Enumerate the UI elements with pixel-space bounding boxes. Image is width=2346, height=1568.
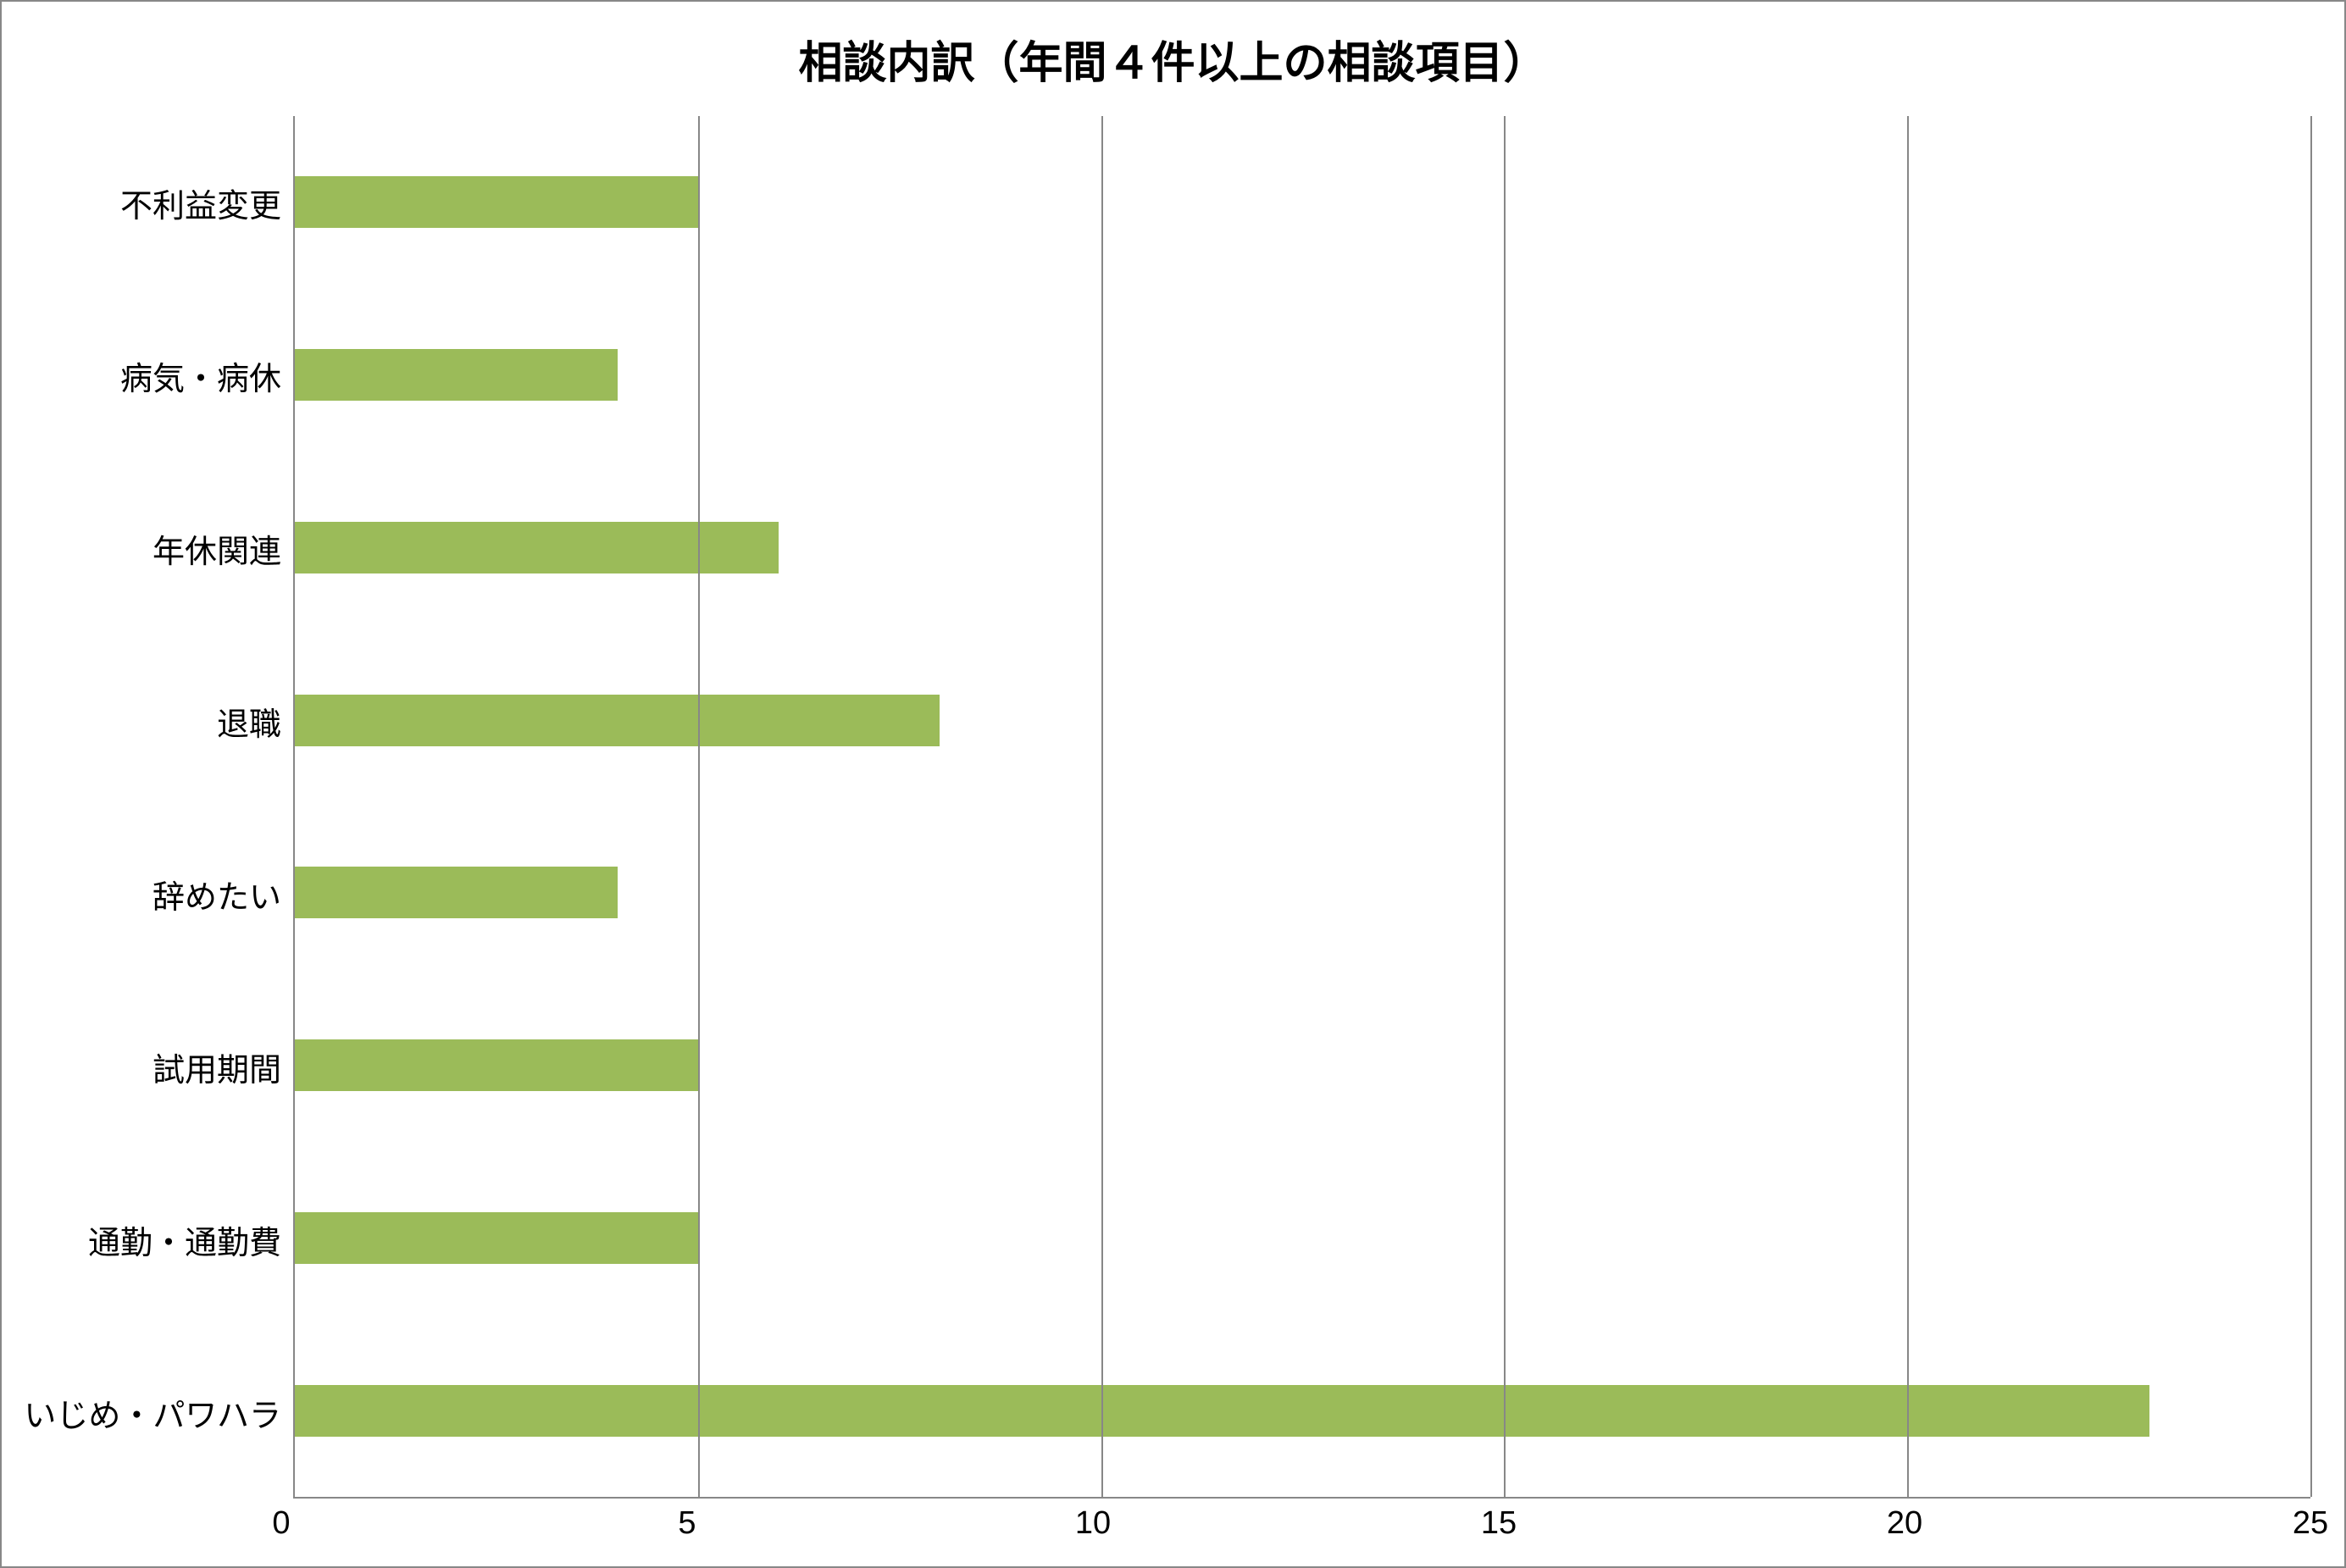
bar-slot: [295, 1324, 2310, 1497]
plot-area: [293, 116, 2310, 1499]
bar-slot: [295, 979, 2310, 1152]
y-axis-labels: 不利益変更病気・病休年休関連退職辞めたい試用期間通勤・通勤費いじめ・パワハラ: [36, 116, 293, 1499]
bar-slot: [295, 634, 2310, 806]
bar-slot: [295, 1152, 2310, 1325]
x-axis-tick-label: 15: [1481, 1505, 1517, 1542]
bars-container: [295, 116, 2310, 1497]
bar: [295, 867, 618, 918]
bar: [295, 1385, 2149, 1437]
bar: [295, 695, 940, 746]
chart-title: 相談内訳（年間４件以上の相談項目）: [36, 27, 2310, 91]
bar: [295, 1212, 698, 1264]
y-axis-label: 病気・病休: [120, 352, 281, 399]
bar-slot: [295, 462, 2310, 634]
gridline: [1907, 116, 1909, 1497]
bar: [295, 176, 698, 228]
x-axis-row: 0510152025: [36, 1499, 2310, 1541]
gridline: [2310, 116, 2312, 1497]
bar-slot: [295, 289, 2310, 462]
bar: [295, 522, 779, 573]
bar-slot: [295, 806, 2310, 979]
bar: [295, 349, 618, 401]
y-axis-label: 通勤・通勤費: [88, 1216, 281, 1263]
gridline: [698, 116, 700, 1497]
x-axis-tick-label: 25: [2293, 1505, 2328, 1542]
x-axis-ticks: 0510152025: [281, 1499, 2310, 1541]
x-axis-tick-label: 0: [272, 1505, 290, 1542]
x-axis-spacer: [36, 1499, 281, 1541]
chart-frame: 相談内訳（年間４件以上の相談項目） 不利益変更病気・病休年休関連退職辞めたい試用…: [0, 0, 2346, 1568]
gridline: [1504, 116, 1506, 1497]
y-axis-label: 試用期間: [153, 1044, 281, 1090]
y-axis-label: 辞めたい: [153, 871, 281, 917]
gridline: [1101, 116, 1103, 1497]
plot-row: 不利益変更病気・病休年休関連退職辞めたい試用期間通勤・通勤費いじめ・パワハラ: [36, 116, 2310, 1499]
y-axis-label: 不利益変更: [120, 180, 281, 226]
x-axis-tick-label: 10: [1075, 1505, 1111, 1542]
bar-slot: [295, 116, 2310, 289]
x-axis-tick-label: 5: [678, 1505, 696, 1542]
y-axis-label: 年休関連: [153, 525, 281, 572]
x-axis-tick-label: 20: [1887, 1505, 1922, 1542]
y-axis-label: 退職: [217, 698, 281, 745]
y-axis-label: いじめ・パワハラ: [24, 1389, 281, 1436]
bar: [295, 1039, 698, 1091]
chart-body: 不利益変更病気・病休年休関連退職辞めたい試用期間通勤・通勤費いじめ・パワハラ 0…: [36, 116, 2310, 1541]
